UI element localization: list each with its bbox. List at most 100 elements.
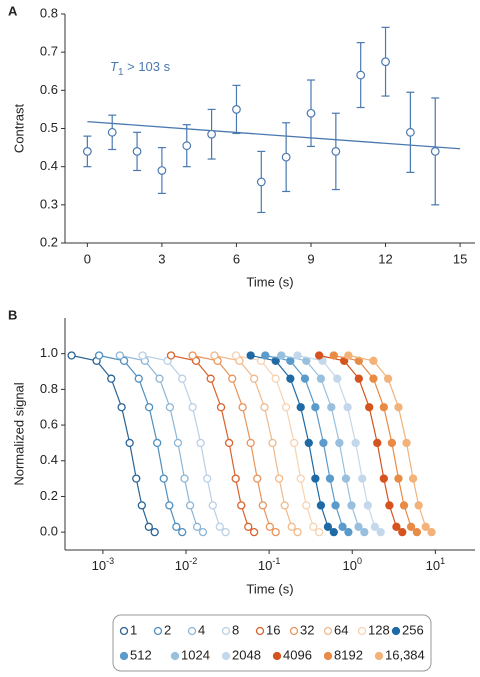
point xyxy=(172,522,181,531)
legend-marker xyxy=(391,626,401,636)
point xyxy=(293,528,302,537)
point xyxy=(155,374,164,383)
y-axis-label: Normalized signal xyxy=(11,382,26,485)
point xyxy=(311,403,320,412)
point xyxy=(381,57,390,67)
legend-marker xyxy=(187,626,197,636)
point xyxy=(215,522,224,531)
point xyxy=(331,501,340,510)
y-tick-label: 0.7 xyxy=(40,44,58,59)
tick-exponent: 0 xyxy=(357,556,362,566)
point xyxy=(387,438,397,448)
point xyxy=(383,374,393,383)
legend-marker xyxy=(289,626,299,636)
point xyxy=(402,438,411,448)
point xyxy=(224,438,234,448)
point xyxy=(370,522,379,531)
tick-base: 10 xyxy=(342,558,356,573)
point xyxy=(338,522,347,531)
point xyxy=(132,146,142,156)
y-tick-label: 0.8 xyxy=(40,5,58,20)
point xyxy=(363,501,372,510)
point xyxy=(347,501,356,510)
point xyxy=(82,146,92,156)
y-tick-label: 0.3 xyxy=(40,196,58,211)
legend-label: 64 xyxy=(334,622,348,637)
point xyxy=(296,403,305,412)
point xyxy=(325,474,335,483)
point xyxy=(198,528,208,537)
point xyxy=(333,374,342,383)
point xyxy=(351,438,360,448)
point xyxy=(246,351,255,360)
point xyxy=(256,177,266,187)
point xyxy=(107,127,117,137)
point xyxy=(316,374,326,383)
point xyxy=(365,403,374,412)
point xyxy=(237,501,246,510)
legend-label: 2048 xyxy=(232,647,261,662)
point xyxy=(296,474,305,483)
point xyxy=(379,403,388,412)
x-axis-label: Time (s) xyxy=(246,274,293,289)
tick-base: 10 xyxy=(426,558,440,573)
point xyxy=(421,522,430,531)
point xyxy=(385,501,394,510)
point xyxy=(341,474,351,483)
point xyxy=(399,501,409,510)
x-tick-label: 0 xyxy=(84,251,91,266)
y-tick-label: 0.0 xyxy=(40,524,58,539)
point xyxy=(206,374,215,383)
legend-marker xyxy=(272,651,282,661)
point xyxy=(329,528,338,537)
point xyxy=(277,351,286,360)
x-tick-label: 100 xyxy=(342,556,361,573)
x-tick-label: 6 xyxy=(233,251,240,266)
legend-label: 8 xyxy=(232,622,239,637)
point xyxy=(132,474,141,483)
point xyxy=(246,438,255,448)
tick-exponent: 1 xyxy=(440,556,445,566)
point xyxy=(182,141,192,151)
x-tick-label: 3 xyxy=(158,251,165,266)
y-tick-label: 0.4 xyxy=(40,158,58,173)
legend-label: 1024 xyxy=(181,647,210,662)
point xyxy=(293,351,302,360)
legend-marker xyxy=(119,651,129,661)
point xyxy=(354,522,363,531)
point xyxy=(268,438,277,448)
tick-exponent: -3 xyxy=(106,556,114,566)
point xyxy=(138,351,147,360)
point xyxy=(115,351,125,360)
point xyxy=(188,403,197,412)
point xyxy=(271,528,280,537)
point xyxy=(311,474,320,483)
point xyxy=(165,501,174,510)
point xyxy=(196,438,205,448)
annotation: T1 > 103 s xyxy=(110,59,171,77)
point xyxy=(265,522,274,531)
point xyxy=(208,501,217,510)
y-tick-label: 0.6 xyxy=(40,82,58,97)
point xyxy=(249,528,259,537)
point xyxy=(221,528,230,537)
point xyxy=(319,438,328,448)
x-tick-label: 9 xyxy=(307,251,314,266)
point xyxy=(281,403,291,412)
y-axis-label: Contrast xyxy=(11,104,26,154)
point xyxy=(231,474,240,483)
point xyxy=(260,403,269,412)
point xyxy=(216,403,226,412)
point xyxy=(412,528,422,537)
point xyxy=(281,152,291,162)
legend-marker xyxy=(255,626,265,636)
tick-base: 10 xyxy=(258,558,272,573)
point xyxy=(238,403,247,412)
point xyxy=(344,351,353,360)
legend-marker xyxy=(153,626,163,636)
point xyxy=(394,403,403,412)
point xyxy=(392,522,401,531)
point xyxy=(192,522,202,531)
point xyxy=(406,522,416,531)
point xyxy=(300,374,310,383)
